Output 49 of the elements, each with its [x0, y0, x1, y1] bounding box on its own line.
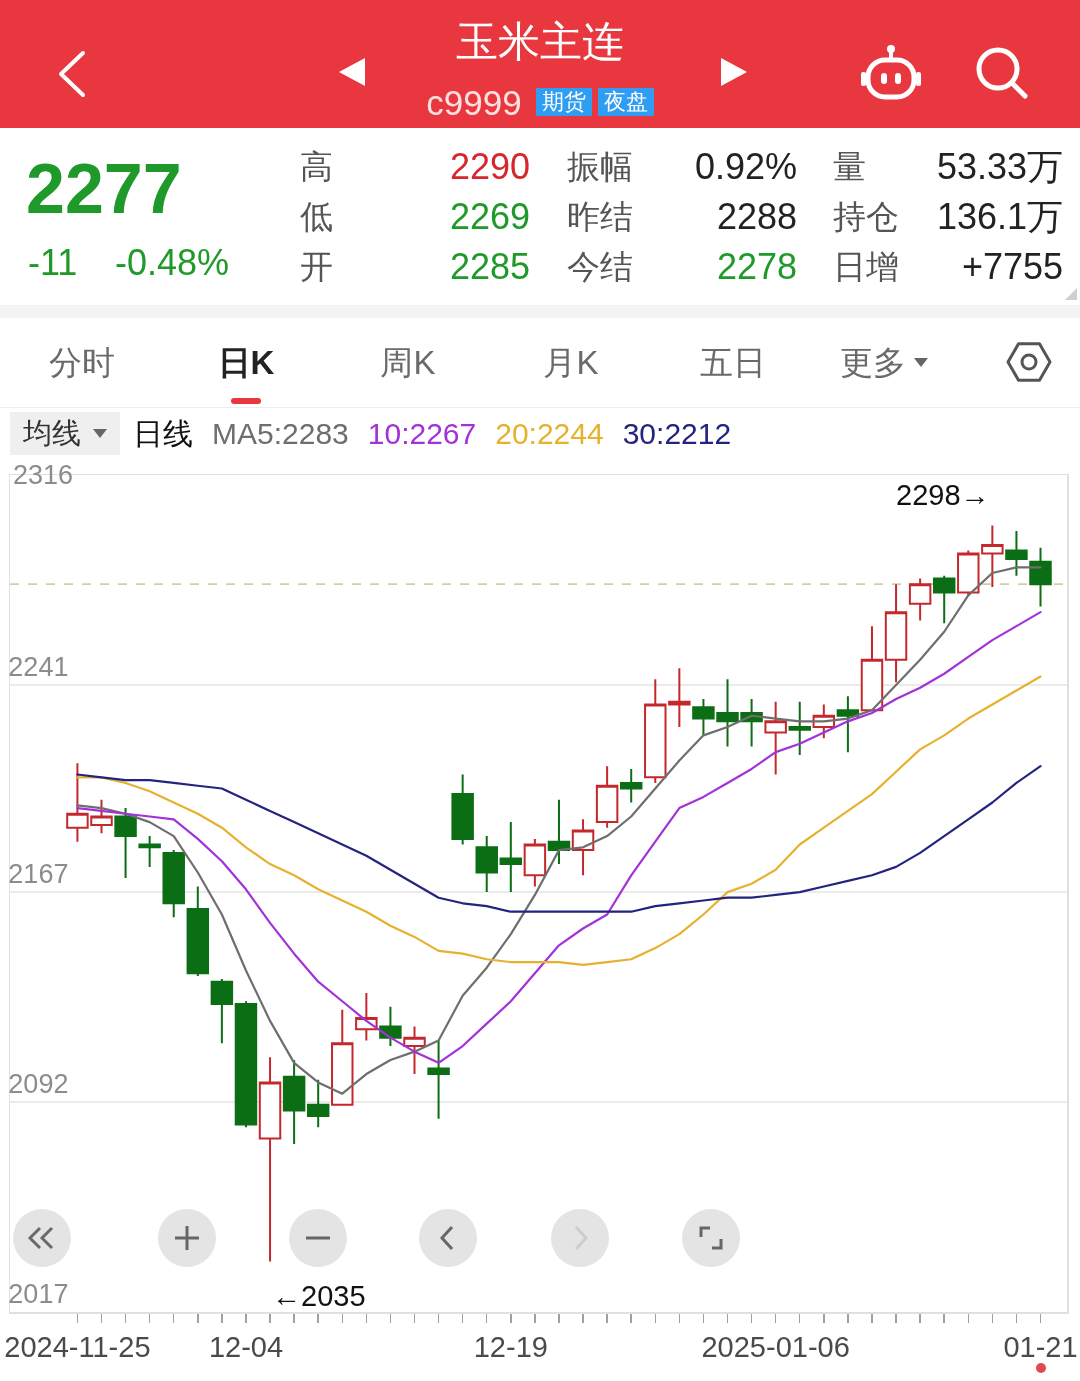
- text: 周K: [380, 343, 436, 381]
- text: 分时: [49, 343, 115, 381]
- text: c9999: [426, 82, 522, 122]
- text: 低: [300, 197, 333, 237]
- x-tick-label: 2024-11-25: [4, 1331, 151, 1364]
- text: -11: [28, 242, 78, 284]
- text: 2269: [449, 195, 530, 239]
- text: +7755: [961, 245, 1063, 289]
- text: 昨结: [567, 197, 633, 237]
- text: 10:2267: [367, 416, 477, 450]
- text: 日线: [133, 416, 193, 450]
- text: 振幅: [567, 147, 633, 187]
- y-tick-label: 2241: [8, 651, 69, 682]
- annotation: 2298→: [896, 479, 990, 511]
- legend-title: 均线: [23, 417, 81, 449]
- text: 量: [833, 147, 866, 187]
- y-tick-label: 2017: [8, 1278, 69, 1309]
- text: 开: [300, 247, 333, 287]
- text: 高: [300, 147, 333, 187]
- text: 更多: [840, 343, 906, 381]
- text: -0.48%: [115, 242, 230, 284]
- text: 136.1万: [936, 195, 1063, 239]
- text: 2290: [449, 145, 530, 189]
- text: 持仓: [833, 197, 899, 237]
- y-tick-label: 2167: [8, 858, 69, 889]
- text: MA5:2283: [212, 416, 349, 450]
- y-tick-label: 2316: [13, 460, 74, 491]
- x-tick-label: 12-04: [208, 1331, 284, 1364]
- text: 2277: [26, 149, 182, 230]
- text: 2285: [449, 245, 530, 289]
- text: 日增: [833, 247, 899, 287]
- text: 日K: [217, 343, 275, 381]
- text: 20:2244: [495, 416, 604, 450]
- text: 30:2212: [622, 416, 732, 450]
- text: 2278: [716, 245, 797, 289]
- x-tick-label: 12-19: [473, 1331, 548, 1364]
- text: 期货: [535, 88, 592, 116]
- text: 玉米主连: [455, 18, 625, 67]
- x-tick-label: 01-21: [1003, 1331, 1078, 1364]
- text: 53.33万: [936, 145, 1063, 189]
- x-tick-label: 2025-01-06: [701, 1331, 850, 1364]
- text: 2288: [716, 195, 797, 239]
- text: 月K: [543, 343, 599, 381]
- text: 0.92%: [694, 145, 797, 189]
- text: 今结: [567, 247, 633, 287]
- text: 夜盘: [597, 88, 654, 116]
- text: 五日: [700, 343, 766, 381]
- y-tick-label: 2092: [8, 1068, 69, 1099]
- annotation: ←2035: [272, 1280, 366, 1312]
